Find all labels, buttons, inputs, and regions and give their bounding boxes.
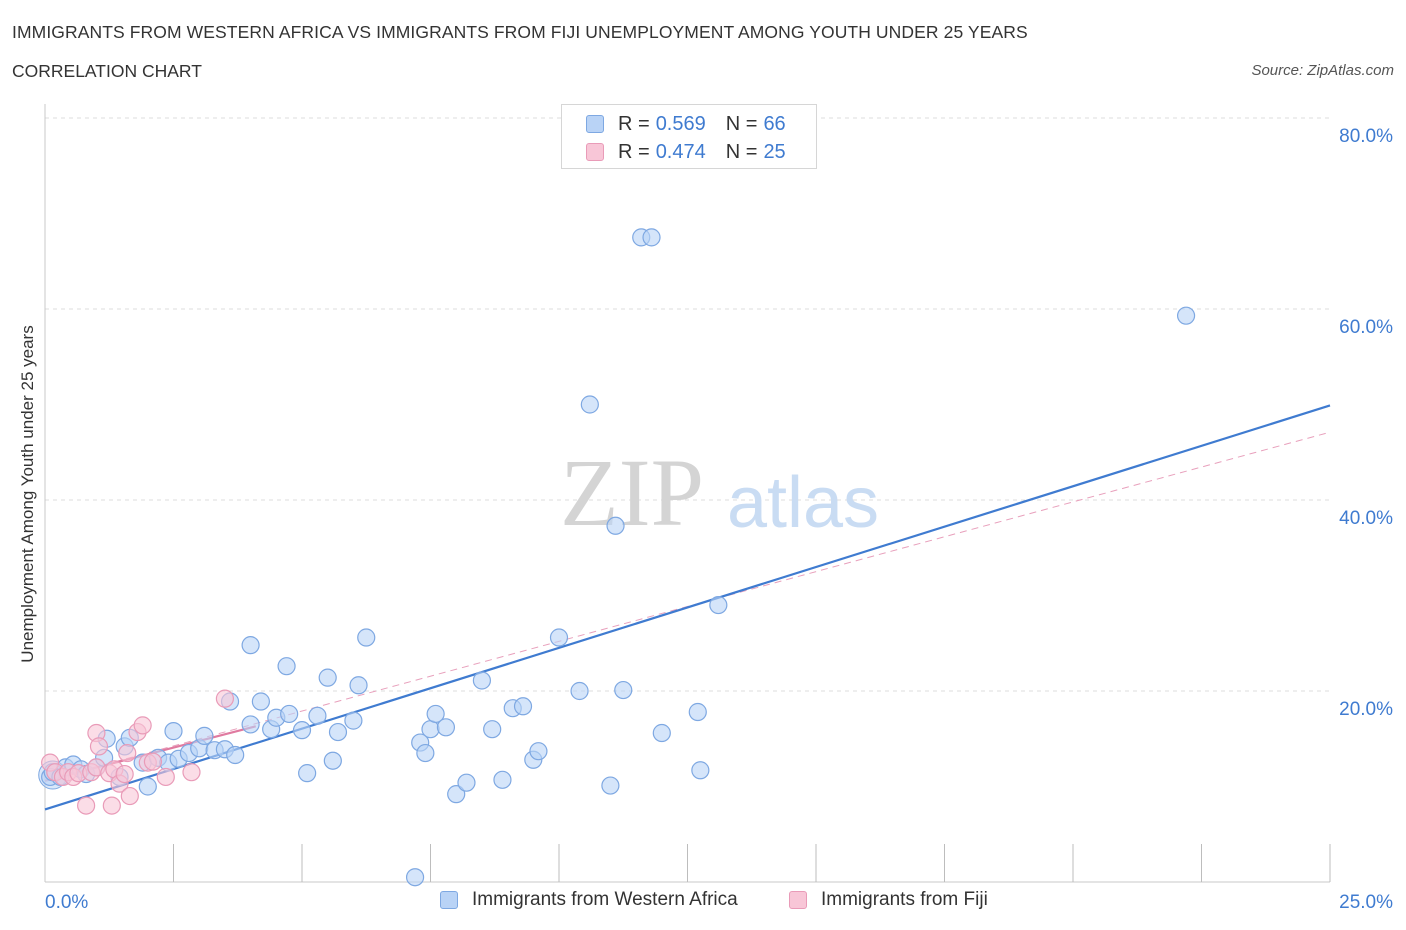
data-point: [652, 723, 671, 743]
legend-row-western-africa: R = 0.569 N = 66: [586, 112, 786, 136]
blue-swatch: [440, 891, 458, 909]
data-point: [691, 761, 710, 780]
legend-n-label: N =: [725, 140, 758, 163]
data-point: [426, 704, 445, 724]
data-point: [642, 228, 661, 247]
data-point: [226, 745, 245, 765]
data-point: [606, 516, 625, 535]
data-point: [457, 773, 476, 792]
data-point: [298, 764, 317, 783]
watermark-zip: ZIP: [560, 439, 704, 546]
data-point: [493, 770, 512, 789]
data-point: [349, 676, 368, 695]
legend-n-label: N =: [725, 112, 758, 135]
data-point: [120, 786, 139, 806]
data-point: [416, 743, 435, 763]
data-point: [277, 657, 296, 676]
legend-r-value: 0.474: [655, 140, 706, 163]
data-point: [89, 737, 109, 756]
data-point: [405, 868, 425, 887]
data-point: [483, 720, 502, 739]
legend-r-label: R =: [618, 140, 650, 163]
legend-r-value: 0.569: [655, 112, 706, 135]
y-tick-label: 60.0%: [1339, 317, 1393, 338]
data-point: [529, 742, 548, 761]
legend-n-value: 25: [763, 140, 786, 163]
data-point: [570, 681, 589, 701]
bottom-legend-fiji: Immigrants from Fiji: [789, 889, 988, 911]
y-tick-label: 20.0%: [1339, 699, 1393, 720]
data-point: [421, 720, 440, 739]
watermark-atlas: atlas: [727, 463, 879, 543]
trend-line-western-africa: [44, 404, 1331, 811]
x-tick-label: 25.0%: [1339, 892, 1393, 913]
blue-swatch: [586, 115, 604, 133]
data-point: [472, 671, 491, 690]
data-point: [1176, 306, 1196, 325]
data-point: [323, 751, 342, 770]
y-tick-label: 80.0%: [1339, 126, 1393, 147]
data-point: [513, 697, 533, 716]
gridlines: [45, 117, 1330, 692]
y-tick-label: 40.0%: [1339, 508, 1393, 529]
data-point: [614, 680, 633, 700]
data-point: [601, 776, 620, 795]
data-point: [77, 796, 96, 815]
correlation-legend: R = 0.569 N = 66 R = 0.474 N = 25: [561, 104, 817, 169]
legend-r-label: R =: [618, 112, 650, 135]
data-point: [292, 721, 312, 740]
data-point: [195, 726, 214, 745]
data-point: [318, 668, 337, 687]
series-western-africa: [38, 228, 1196, 887]
chart-subtitle: CORRELATION CHART: [12, 61, 202, 81]
data-point: [182, 763, 201, 782]
series-fiji: [41, 689, 234, 815]
data-point: [241, 715, 260, 734]
bottom-legend-label: Immigrants from Fiji: [821, 889, 988, 910]
legend-row-fiji: R = 0.474 N = 25: [586, 140, 786, 164]
x-tick-label: 0.0%: [45, 892, 88, 913]
pink-swatch: [789, 891, 807, 909]
watermark: ZIP atlas: [560, 439, 879, 546]
data-point: [251, 692, 270, 711]
data-point: [709, 595, 728, 615]
data-point: [447, 785, 466, 804]
data-point: [436, 718, 456, 737]
data-point: [280, 704, 299, 724]
data-point: [133, 716, 152, 735]
data-point: [143, 752, 163, 771]
data-point: [102, 796, 121, 815]
data-point: [138, 777, 157, 796]
data-point: [357, 628, 376, 647]
data-point: [580, 395, 599, 414]
data-point: [118, 743, 137, 763]
data-point: [549, 628, 569, 647]
source-label: Source: ZipAtlas.com: [1251, 62, 1394, 79]
y-axis-title: Unemployment Among Youth under 25 years: [18, 325, 37, 663]
data-point: [115, 764, 134, 784]
legend-n-value: 66: [763, 112, 786, 135]
data-point: [308, 706, 327, 725]
pink-swatch: [586, 143, 604, 161]
bottom-legend-label: Immigrants from Western Africa: [472, 889, 738, 910]
data-point: [344, 711, 363, 730]
data-point: [328, 722, 348, 742]
axes: [44, 104, 1331, 883]
data-point: [241, 636, 260, 655]
data-point: [688, 702, 707, 722]
data-point: [164, 722, 183, 741]
chart-title: IMMIGRANTS FROM WESTERN AFRICA VS IMMIGR…: [12, 22, 1028, 42]
tick-labels: 20.0% 40.0% 60.0% 80.0% 0.0% 25.0%: [45, 126, 1393, 913]
data-point: [156, 767, 175, 787]
data-point: [215, 689, 234, 708]
bottom-legend-western-africa: Immigrants from Western Africa: [440, 889, 738, 911]
